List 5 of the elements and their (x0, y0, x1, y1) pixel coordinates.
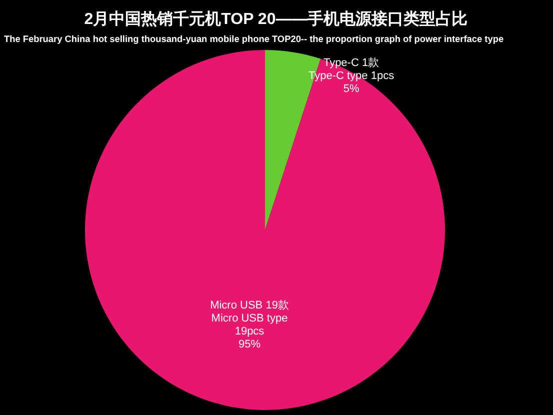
chart-subtitle: The February China hot selling thousand-yuan mobile phone TOP20-- the proportion graph of power interface type (4, 34, 504, 44)
slice-label: Micro USB 19款 (210, 299, 289, 312)
pie-slice (85, 50, 445, 410)
data-label: Micro USB type 19pcs 95% (211, 312, 288, 350)
chart-title: 2月中国热销千元机TOP 20——手机电源接口类型占比 (84, 10, 468, 28)
